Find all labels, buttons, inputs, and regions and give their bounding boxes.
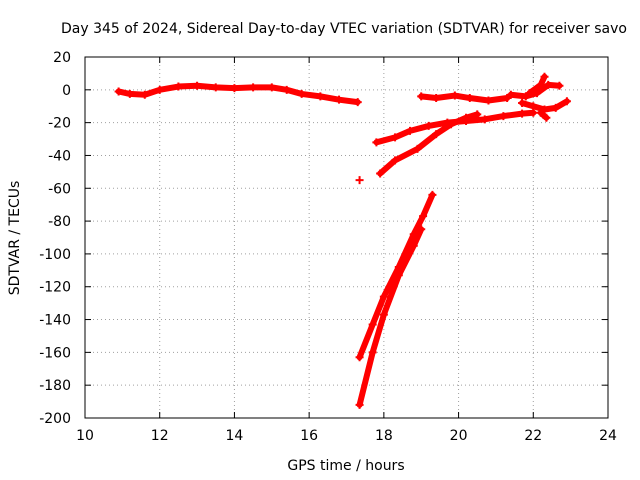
data-point-marker <box>282 85 291 94</box>
x-tick-label: 18 <box>375 428 393 444</box>
data-point-marker <box>525 89 534 98</box>
series-trace <box>373 109 537 146</box>
data-point-marker <box>193 81 202 90</box>
data-point-marker <box>394 271 403 280</box>
data-point-marker <box>529 102 538 111</box>
data-point-marker <box>114 87 123 96</box>
data-point-marker <box>465 94 474 103</box>
grid-lines <box>85 57 608 418</box>
data-point-marker <box>379 292 388 301</box>
data-point-marker <box>443 118 452 127</box>
y-tick-label: -100 <box>39 247 71 263</box>
data-point-marker <box>140 90 149 99</box>
data-point-marker <box>417 92 426 101</box>
data-point-marker <box>376 169 385 178</box>
data-point-marker <box>413 144 422 153</box>
data-point-marker <box>432 94 441 103</box>
data-point-marker <box>297 89 306 98</box>
data-point-marker <box>391 156 400 165</box>
data-point-marker <box>230 84 239 93</box>
data-point-marker <box>409 241 418 250</box>
y-tick-label: -200 <box>39 411 71 427</box>
data-point-marker <box>125 89 134 98</box>
data-point-marker <box>480 115 489 124</box>
data-point-marker <box>542 113 551 122</box>
y-tick-label: -160 <box>39 345 71 361</box>
data-point-marker <box>372 138 381 147</box>
data-point-marker <box>518 109 527 118</box>
data-point-marker <box>536 108 545 117</box>
x-tick-label: 24 <box>599 428 617 444</box>
data-point-marker <box>355 176 364 185</box>
y-tick-label: -140 <box>39 313 71 329</box>
data-point-marker <box>406 126 415 135</box>
data-point-marker <box>499 112 508 121</box>
data-point-marker <box>368 320 377 329</box>
data-point-marker <box>155 85 164 94</box>
data-point-marker <box>562 97 571 106</box>
data-series-track <box>525 72 549 98</box>
data-series-track <box>355 176 364 185</box>
x-tick-label: 20 <box>450 428 468 444</box>
series-trace <box>356 226 425 408</box>
data-point-marker <box>428 190 437 199</box>
x-tick-label: 16 <box>300 428 318 444</box>
data-point-marker <box>355 353 364 362</box>
data-series <box>114 72 571 409</box>
plot-frame <box>84 56 609 419</box>
data-series-track <box>536 108 551 122</box>
data-series-track <box>417 91 512 105</box>
data-point-marker <box>267 83 276 92</box>
data-point-marker <box>506 90 515 99</box>
y-tick-label: -80 <box>48 214 71 230</box>
data-point-marker <box>462 116 471 125</box>
x-tick-label: 14 <box>226 428 244 444</box>
data-series-track <box>355 225 426 409</box>
data-point-marker <box>211 83 220 92</box>
data-point-marker <box>353 98 362 107</box>
x-tick-label: 22 <box>524 428 542 444</box>
data-series-track <box>506 80 564 101</box>
data-point-marker <box>544 80 553 89</box>
x-tick-label: 10 <box>76 428 94 444</box>
data-point-marker <box>355 400 364 409</box>
y-tick-label: -180 <box>39 378 71 394</box>
data-point-marker <box>249 83 258 92</box>
data-point-marker <box>484 96 493 105</box>
y-tick-label: 20 <box>53 50 71 66</box>
data-point-marker <box>555 81 564 90</box>
data-point-marker <box>536 80 545 89</box>
data-point-marker <box>424 121 433 130</box>
y-tick-label: 0 <box>62 83 71 99</box>
data-point-marker <box>540 72 549 81</box>
data-point-marker <box>419 212 428 221</box>
data-point-marker <box>379 310 388 319</box>
x-tick-label: 12 <box>151 428 169 444</box>
data-point-marker <box>174 82 183 91</box>
data-point-marker <box>335 95 344 104</box>
data-point-marker <box>417 225 426 234</box>
y-tick-label: -40 <box>48 148 71 164</box>
data-series-track <box>372 108 538 147</box>
data-series-track <box>518 97 571 114</box>
data-point-marker <box>316 92 325 101</box>
data-point-marker <box>450 91 459 100</box>
y-tick-label: -20 <box>48 116 71 132</box>
data-point-marker <box>432 130 441 139</box>
axis-ticks: 10 12 14 16 18 20 22 24 20 0 -20 -40 -60 -80 -100 -120 -… <box>39 50 617 444</box>
data-point-marker <box>368 348 377 357</box>
y-axis-title: SDTVAR / TECUs <box>7 181 23 296</box>
y-tick-label: -120 <box>39 280 71 296</box>
data-point-marker <box>551 103 560 112</box>
data-series-track <box>114 81 362 107</box>
data-point-marker <box>518 98 527 107</box>
chart-title: Day 345 of 2024, Sidereal Day-to-day VTE… <box>61 21 627 37</box>
y-tick-label: -60 <box>48 181 71 197</box>
data-point-marker <box>391 133 400 142</box>
x-axis-title: GPS time / hours <box>287 458 404 474</box>
